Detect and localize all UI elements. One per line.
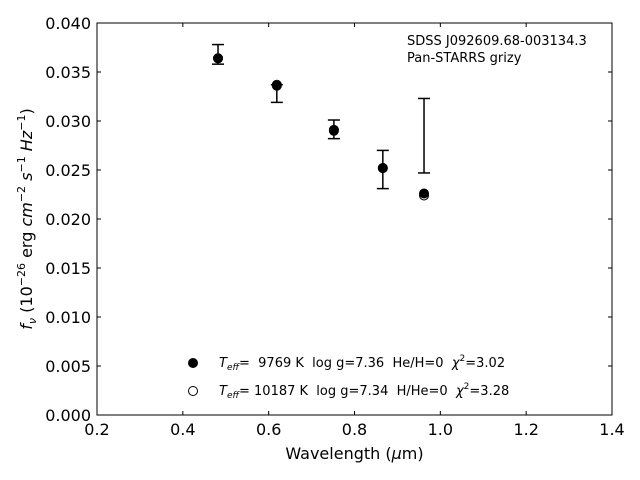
annotation-survey: Pan-STARRS grizy (407, 51, 522, 66)
y-tick-labels: 0.000 0.005 0.010 0.015 0.020 0.025 0.030 0.035… (45, 14, 91, 425)
legend-entry-2: Teff= 10187 K log g=7.34 H/He=0 χ2=3.28 (219, 382, 509, 401)
x-tick-label: 0.8 (342, 420, 367, 439)
y-tick-label: 0.010 (45, 308, 91, 327)
legend-entry-1: Teff= 9769 K log g=7.36 He/H=0 χ2=3.02 (219, 354, 505, 373)
x-tick-label: 1.0 (428, 420, 453, 439)
y-tick-label: 0.000 (45, 406, 91, 425)
x-tick-label: 1.4 (599, 420, 624, 439)
y-tick-label: 0.020 (45, 210, 91, 229)
y-axis-label: fν (10−26 erg cm−2 s−1 Hz−1) (15, 108, 39, 329)
legend: Teff= 9769 K log g=7.36 He/H=0 χ2=3.02 T… (188, 354, 509, 401)
x-tick-label: 0.4 (170, 420, 195, 439)
data-point-filled (328, 125, 339, 136)
legend-marker-open (188, 386, 198, 396)
error-bars (212, 43, 431, 190)
y-tick-label: 0.015 (45, 259, 91, 278)
y-tick-label: 0.025 (45, 161, 91, 180)
data-point-filled (271, 80, 282, 91)
legend-marker-filled (188, 358, 198, 368)
y-tick-label: 0.040 (45, 14, 91, 33)
x-tick-label: 1.2 (513, 420, 538, 439)
y-tick-label: 0.005 (45, 357, 91, 376)
annotation-object-name: SDSS J092609.68-003134.3 (407, 34, 587, 49)
y-tick-label: 0.030 (45, 112, 91, 131)
x-tick-labels: 0.2 0.4 0.6 0.8 1.0 1.2 1.4 (84, 420, 624, 439)
x-tick-label: 0.2 (84, 420, 109, 439)
x-tick-label: 0.6 (256, 420, 281, 439)
axis-ticks (96, 22, 613, 416)
data-point-filled (419, 188, 430, 199)
data-point-filled (377, 163, 388, 174)
x-axis-label: Wavelength (μm) (285, 444, 423, 463)
y-tick-label: 0.035 (45, 63, 91, 82)
data-point-filled (213, 53, 224, 64)
data-markers (213, 53, 430, 201)
